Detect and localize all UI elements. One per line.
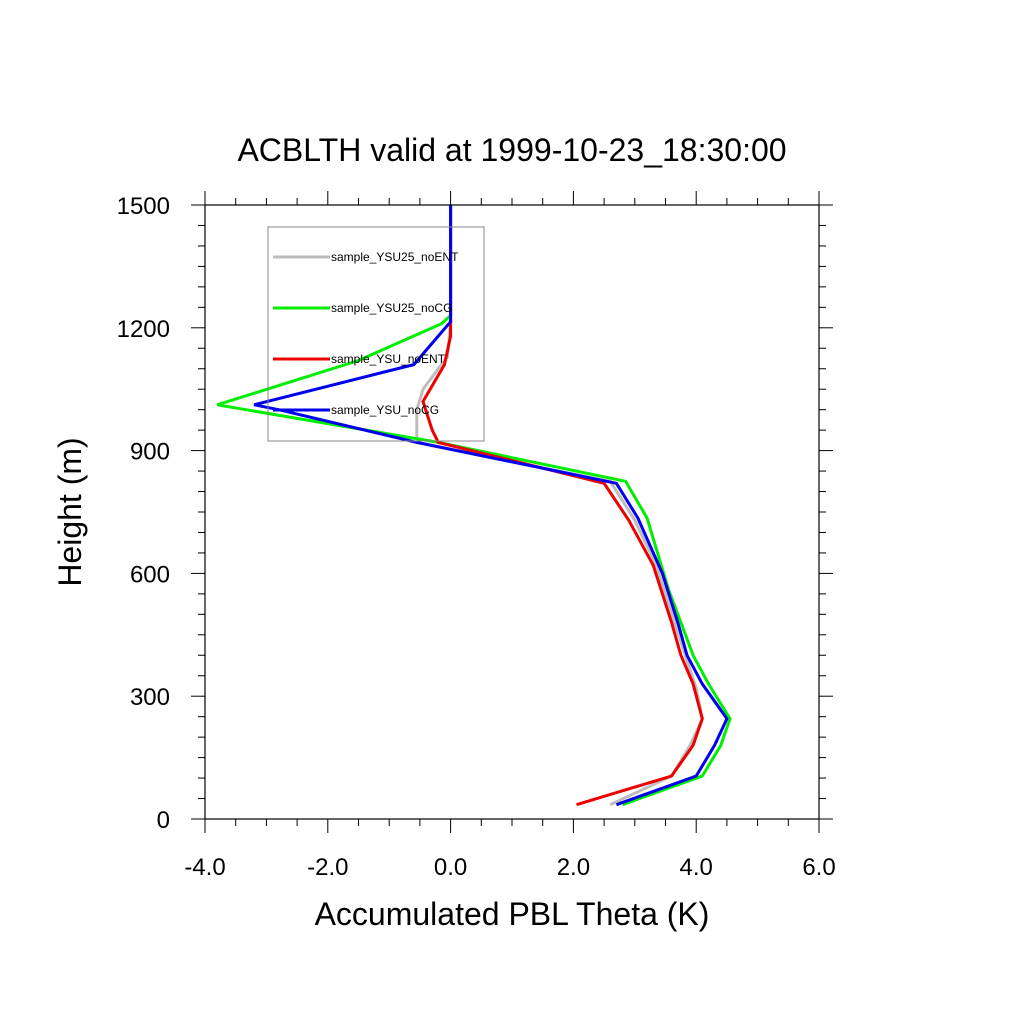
series-line-sample_YSU_noENT <box>421 205 704 807</box>
y-axis-label: Height (m) <box>52 437 88 586</box>
series-line-sample_YSU_noCG <box>253 205 729 807</box>
series-line-sample_YSU25_noENT <box>415 205 704 807</box>
y-tick-label: 900 <box>130 439 170 466</box>
y-tick-label: 300 <box>130 684 170 711</box>
x-tick-label: 6.0 <box>802 854 835 881</box>
axis-layer: -4.0 -2.0 0.0 2.0 4.0 6.0 0 300 600 900 1200 1500 <box>117 191 836 881</box>
legend-box <box>267 226 485 442</box>
legend-label-sample_YSU25_noENT: sample_YSU25_noENT <box>331 250 459 264</box>
legend-label-sample_YSU25_noCG: sample_YSU25_noCG <box>331 301 452 315</box>
legend-label-sample_YSU_noENT: sample_YSU_noENT <box>331 352 446 366</box>
y-tick-label: 600 <box>130 561 170 588</box>
x-tick-label: 4.0 <box>680 854 713 881</box>
x-axis-label: Accumulated PBL Theta (K) <box>315 896 710 932</box>
y-tick-label: 1200 <box>117 316 170 343</box>
chart-title: ACBLTH valid at 1999-10-23_18:30:00 <box>237 132 786 168</box>
y-tick-label: 0 <box>157 807 170 834</box>
x-tick-label: 0.0 <box>434 854 467 881</box>
x-tick-label: -2.0 <box>307 854 348 881</box>
x-tick-label: 2.0 <box>557 854 590 881</box>
legend: sample_YSU25_noENT sample_YSU25_noCGsampl… <box>267 226 485 442</box>
series-line-sample_YSU25_noCG <box>216 205 732 807</box>
series-layer <box>216 205 732 807</box>
x-tick-label: -4.0 <box>184 854 225 881</box>
y-tick-label: 1500 <box>117 193 170 220</box>
legend-label-sample_YSU_noCG: sample_YSU_noCG <box>331 403 439 417</box>
